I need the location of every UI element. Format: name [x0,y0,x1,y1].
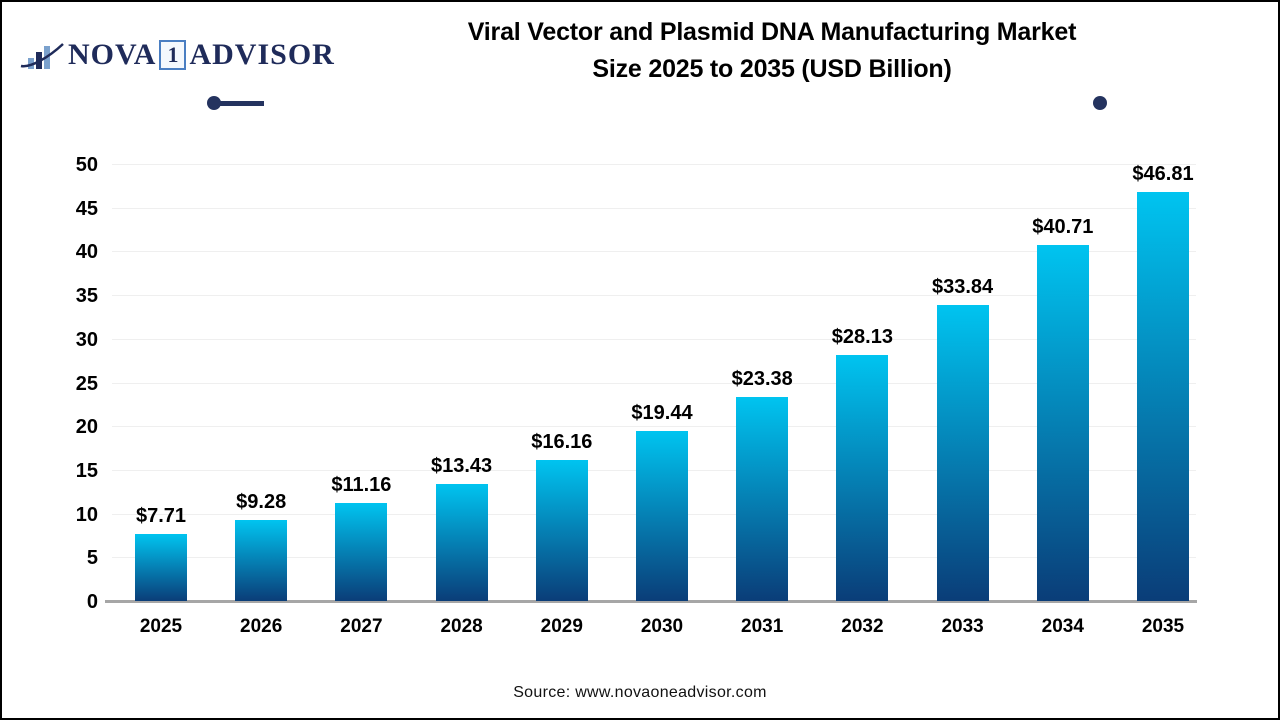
bar-2030 [636,431,688,601]
y-axis-labels: 0 5 10 15 20 25 30 35 40 45 50 [40,154,98,613]
bar-2032 [836,355,889,601]
logo-advisor: ADVISOR [189,38,335,71]
chart-title-line2: Size 2025 to 2035 (USD Billion) [592,55,952,83]
gridline-30 [112,338,1196,340]
x-axis-label: 2028 [440,616,483,637]
x-axis-label: 2026 [240,616,283,637]
bar-2028 [435,483,488,601]
x-axis-baseline [105,600,1197,603]
logo-text: NOVA 1 ADVISOR [68,38,335,72]
y-tick-35: 35 [75,285,98,308]
bar-2029 [535,459,588,601]
underline-rule [212,100,264,106]
bar-2031 [736,396,789,601]
x-axis-label: 2031 [741,616,784,637]
logo-one-badge: 1 [159,40,187,70]
bar-value-label: $19.44 [631,402,693,425]
bar-2027 [335,503,388,601]
title-underline [207,96,1107,110]
y-tick-5: 5 [86,547,98,570]
x-axis-label: 2032 [841,616,884,637]
bar-value-label: $16.16 [531,430,593,453]
y-tick-30: 30 [75,328,98,351]
y-tick-40: 40 [75,241,98,264]
x-axis-label: 2033 [941,616,984,637]
gridline-50 [112,164,1196,165]
bar-value-label: $23.38 [731,367,793,390]
chart-title-line1: Viral Vector and Plasmid DNA Manufacturi… [467,18,1077,46]
bar-2035 [1137,191,1189,601]
y-tick-10: 10 [75,503,98,526]
bar-value-label: $40.71 [1032,216,1094,239]
bar-2026 [235,519,288,601]
y-tick-45: 45 [75,197,98,220]
bar-value-label: $11.16 [331,474,392,497]
bar-2034 [1036,245,1089,601]
bar-2033 [936,305,989,601]
y-tick-25: 25 [75,372,98,395]
underline-right-dot [1093,96,1107,110]
y-tick-50: 50 [75,154,98,176]
y-tick-15: 15 [75,459,98,482]
y-tick-0: 0 [86,591,98,613]
gridline-45 [112,207,1196,209]
bar-value-label: $46.81 [1132,162,1194,185]
chart-title: Viral Vector and Plasmid DNA Manufacturi… [322,14,1222,88]
bar-value-label: $9.28 [236,490,287,513]
source-text: Source: www.novaoneadvisor.com [513,684,767,701]
gridline-35 [112,295,1196,297]
bar-value-label: $28.13 [831,326,893,349]
gridline-20 [112,426,1196,428]
x-axis-label: 2027 [340,616,383,637]
gridline-25 [112,382,1196,384]
y-tick-20: 20 [75,416,98,439]
bar-value-label: $7.71 [135,504,187,527]
plot-area: $7.71 2025 $9.28 2026 $11.16 2027 $13.43 2028 $1… [105,163,1197,637]
bar-2025 [135,533,187,601]
brand-logo: NOVA 1 ADVISOR [20,38,335,72]
logo-nova: NOVA [68,38,157,71]
logo-chart-icon [20,43,64,69]
bar-value-label: $13.43 [431,454,493,477]
x-axis-label: 2025 [139,616,183,637]
gridline-40 [112,251,1196,253]
x-axis-label: 2034 [1041,616,1084,637]
x-axis-label: 2035 [1141,616,1185,637]
x-axis-label: 2029 [540,616,583,637]
x-axis-label: 2030 [640,616,684,637]
bar-value-label: $33.84 [932,276,994,299]
